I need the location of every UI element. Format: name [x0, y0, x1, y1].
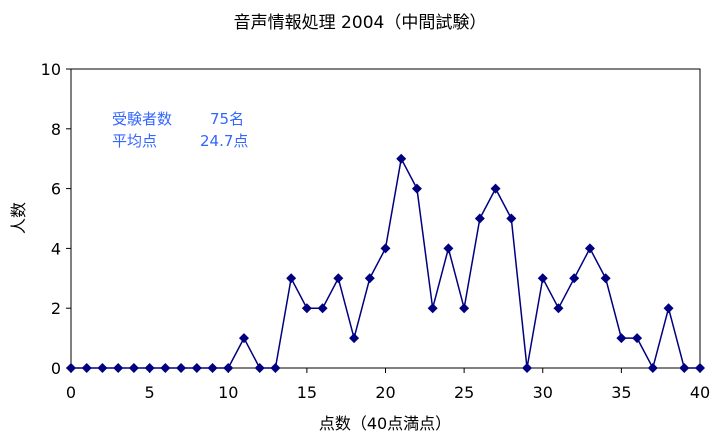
data-point-marker	[238, 333, 249, 344]
data-point-marker	[647, 363, 658, 373]
summary-notes: 受験者数 75名 平均点 24.7点	[112, 110, 248, 150]
x-axis-label: 点数（40点満点）	[319, 414, 451, 433]
data-point-marker	[459, 303, 470, 314]
examinees-label: 受験者数	[112, 110, 172, 128]
data-point-marker	[317, 303, 328, 314]
data-point-marker	[333, 273, 344, 284]
data-point-marker	[113, 363, 124, 373]
data-point-marker	[569, 273, 580, 284]
series-line	[71, 156, 700, 371]
data-point-marker	[97, 363, 108, 373]
data-point-marker	[66, 363, 76, 373]
data-point-marker	[160, 363, 171, 373]
data-point-marker	[537, 273, 548, 284]
y-tick-label: 6	[51, 180, 61, 199]
data-point-marker	[411, 183, 422, 194]
average-label: 平均点	[112, 132, 157, 150]
x-axis: 0 5 10 15 20 25 30 35 40	[66, 368, 710, 402]
data-point-marker	[270, 363, 281, 373]
data-point-marker	[286, 273, 297, 284]
data-point-marker	[396, 153, 407, 164]
data-point-marker	[632, 333, 643, 344]
data-point-marker	[223, 363, 234, 373]
y-axis: 0 2 4 6 8 10	[41, 60, 71, 378]
x-tick-label: 40	[690, 383, 710, 402]
y-tick-label: 4	[51, 239, 61, 258]
data-point-marker	[443, 243, 454, 254]
data-point-marker	[176, 363, 187, 373]
data-point-marker	[81, 363, 92, 373]
data-point-marker	[349, 333, 360, 344]
data-point-marker	[616, 333, 627, 344]
average-value: 24.7点	[200, 132, 248, 150]
data-point-marker	[679, 363, 690, 373]
data-point-marker	[301, 303, 312, 314]
examinees-value: 75名	[210, 110, 244, 128]
data-point-marker	[553, 303, 564, 314]
x-tick-label: 15	[297, 383, 317, 402]
data-point-marker	[663, 303, 674, 314]
x-tick-label: 35	[611, 383, 631, 402]
x-tick-label: 0	[66, 383, 76, 402]
y-tick-label: 8	[51, 120, 61, 139]
data-point-marker	[600, 273, 611, 284]
data-point-marker	[490, 183, 501, 194]
x-tick-label: 20	[375, 383, 395, 402]
data-point-marker	[506, 213, 517, 224]
data-point-marker	[380, 243, 391, 254]
data-point-marker	[128, 363, 139, 373]
x-tick-label: 25	[454, 383, 474, 402]
x-tick-label: 10	[218, 383, 238, 402]
x-tick-label: 30	[533, 383, 553, 402]
y-tick-label: 2	[51, 299, 61, 318]
data-point-marker	[191, 363, 202, 373]
x-tick-label: 5	[145, 383, 155, 402]
chart-title: 音声情報処理 2004（中間試験）	[234, 13, 487, 33]
data-point-marker	[254, 363, 265, 373]
data-markers	[66, 153, 705, 373]
y-axis-label: 人数	[9, 202, 28, 234]
data-point-marker	[695, 363, 705, 373]
data-point-marker	[364, 273, 375, 284]
data-point-marker	[522, 363, 533, 373]
data-point-marker	[584, 243, 595, 254]
data-point-marker	[144, 363, 155, 373]
y-tick-label: 0	[51, 359, 61, 378]
data-point-marker	[207, 363, 218, 373]
data-point-marker	[474, 213, 485, 224]
data-point-marker	[427, 303, 438, 314]
y-tick-label: 10	[41, 60, 61, 79]
